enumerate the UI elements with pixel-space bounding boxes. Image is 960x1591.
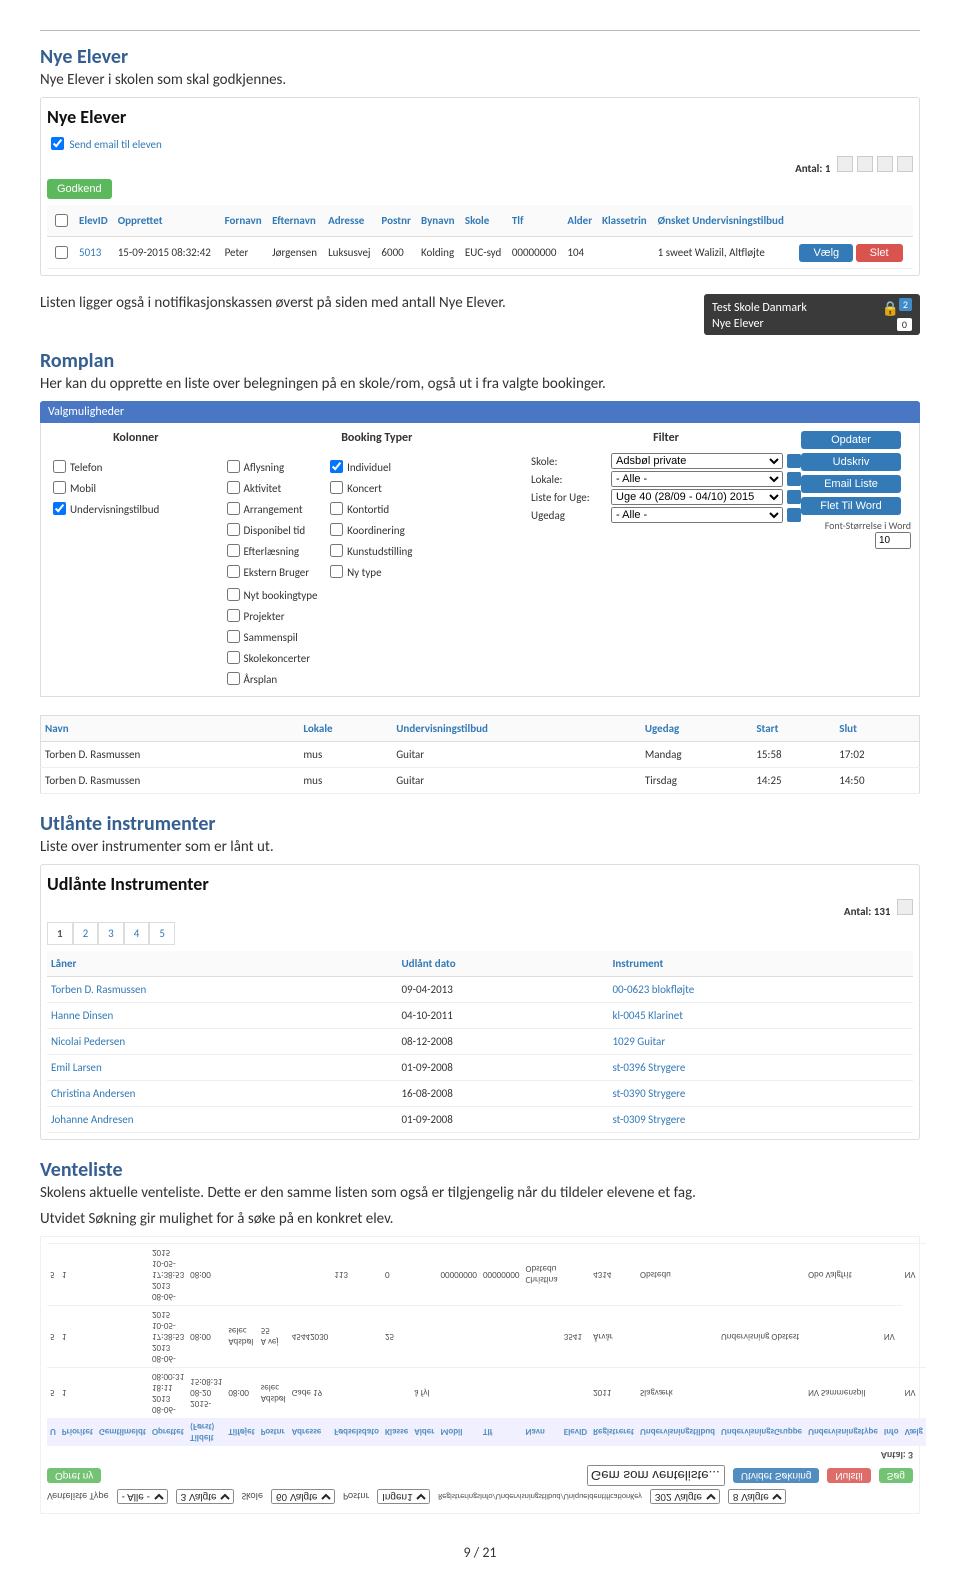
toolbar-icons[interactable] (833, 162, 913, 175)
utl-antal-val: 131 (874, 905, 891, 918)
filter-uge-label: Liste for Uge: (531, 491, 611, 504)
filter-lokale-select[interactable]: - Alle - (611, 471, 783, 487)
heading-romplan: Romplan (40, 349, 920, 373)
panel-title-nye-elever: Nye Elever (47, 106, 913, 128)
text-venteliste2: Utvidet Søkning gir mulighet for å søke … (40, 1210, 920, 1228)
flip-select[interactable]: - Alle - (117, 1489, 168, 1504)
print-icon[interactable] (893, 905, 913, 918)
pager[interactable]: 12345 (47, 922, 913, 945)
text-romplan: Her kan du opprette en liste over belegn… (40, 375, 920, 393)
font-size-input[interactable] (875, 532, 911, 549)
page-2[interactable]: 2 (73, 922, 99, 945)
checkbox-Nyt bookingtype[interactable]: Nyt bookingtype (223, 583, 318, 602)
filter-icon[interactable] (787, 508, 801, 522)
checkbox-Koordinering[interactable]: Koordinering (326, 518, 412, 537)
checkbox-Aktivitet[interactable]: Aktivitet (223, 476, 310, 495)
notif-count: 0 (897, 318, 912, 331)
flip-lbl: Skole (242, 1490, 263, 1503)
filter-ugedag-select[interactable]: - Alle - (611, 507, 783, 523)
flip-select[interactable]: 60 Valgte (271, 1489, 335, 1504)
filter-ugedag-label: Ugedag (531, 509, 611, 522)
table-udlante: LånerUdlånt datoInstrument Torben D. Ras… (47, 951, 913, 1133)
flip-lbl: Venteliste Type (47, 1490, 109, 1503)
notif-school: Test Skole Danmark (712, 301, 807, 315)
checkbox-Ny type[interactable]: Ny type (326, 560, 412, 579)
opdater-button[interactable]: Opdater (801, 431, 901, 449)
panel-title-udlante: Udlånte Instrumenter (47, 873, 913, 895)
page-1[interactable]: 1 (47, 922, 73, 945)
flip-select[interactable]: 8 Valgte (728, 1489, 786, 1504)
checkbox-Projekter[interactable]: Projekter (223, 604, 318, 623)
checkbox-Kunstudstilling[interactable]: Kunstudstilling (326, 539, 412, 558)
venteliste-screenshot-flipped: Venteliste Type - Alle - 3 Valgte Skole … (40, 1236, 920, 1514)
valg-header: Valgmuligheder (40, 401, 920, 423)
heading-nye-elever: Nye Elever (40, 45, 920, 69)
flip-select[interactable]: Ingen1 (377, 1489, 430, 1504)
table-romplan: NavnLokaleUndervisningstilbudUgedagStart… (40, 715, 920, 794)
email-liste-button[interactable]: Email Liste (801, 475, 901, 493)
notification-widget: Test Skole Danmark 🔒2 Nye Elever 0 (704, 294, 920, 335)
heading-utlante: Utlånte instrumenter (40, 812, 920, 836)
filter-icon[interactable] (787, 490, 801, 504)
col-filter: Filter (531, 431, 801, 445)
table-nye-elever: ElevIDOpprettetFornavnEfternavnAdressePo… (47, 205, 913, 269)
filter-skole-select[interactable]: Adsbøl private (611, 453, 783, 469)
checkbox-Efterlæsning[interactable]: Efterlæsning (223, 539, 310, 558)
flip-lbl: RegistreringsInfo/Undervisningstilbud/Un… (438, 1492, 642, 1502)
notif-badge: 2 (899, 298, 912, 311)
flip-lbl: Postnr (343, 1490, 369, 1503)
filter-icon[interactable] (787, 454, 801, 468)
flip-select[interactable]: 3 Valgte (176, 1489, 234, 1504)
font-note: Font-Størrelse i Word (801, 519, 911, 532)
antal-label: Antal: (795, 162, 822, 175)
checkbox-Kontortid[interactable]: Kontortid (326, 497, 412, 516)
checkbox-Ekstern Bruger[interactable]: Ekstern Bruger (223, 560, 310, 579)
page-4[interactable]: 4 (124, 922, 150, 945)
checkbox-Arrangement[interactable]: Arrangement (223, 497, 310, 516)
godkend-button[interactable]: Godkend (47, 179, 112, 199)
table-venteliste: UPrioritetGemtilmeldtOprettetTildelt (Fø… (47, 1243, 926, 1446)
lock-icon[interactable]: 🔒 (881, 300, 898, 317)
checkbox-Årsplan[interactable]: Årsplan (223, 667, 318, 686)
udskriv-button[interactable]: Udskriv (801, 453, 901, 471)
notif-label: Nye Elever (712, 317, 764, 331)
checkbox-Aflysning[interactable]: Aflysning (223, 455, 310, 474)
send-email-label: Send email til eleven (70, 138, 162, 151)
checkbox-Disponibel tid[interactable]: Disponibel tid (223, 518, 310, 537)
flip-sog-button[interactable]: Søg (879, 1468, 913, 1483)
checkbox-Individuel[interactable]: Individuel (326, 455, 412, 474)
text-nye-elever: Nye Elever i skolen som skal godkjennes. (40, 71, 920, 89)
vaelg-button[interactable]: Vælg (799, 244, 853, 262)
page-number: 9 / 21 (40, 1544, 920, 1561)
flip-gemsom-input[interactable] (587, 1465, 725, 1486)
checkbox-send-email[interactable]: Send email til eleven (47, 138, 162, 151)
heading-venteliste: Venteliste (40, 1158, 920, 1182)
page-5[interactable]: 5 (149, 922, 175, 945)
flet-word-button[interactable]: Flet Til Word (801, 497, 901, 515)
filter-lokale-label: Lokale: (531, 473, 611, 486)
text-utlante: Liste over instrumenter som er lånt ut. (40, 838, 920, 856)
slet-button[interactable]: Slet (856, 244, 903, 262)
filter-icon[interactable] (787, 472, 801, 486)
checkbox-Koncert[interactable]: Koncert (326, 476, 412, 495)
checkbox-Mobil[interactable]: Mobil (49, 476, 159, 495)
checkbox-Telefon[interactable]: Telefon (49, 455, 159, 474)
flip-select[interactable]: 302 Valgte (650, 1489, 720, 1504)
flip-nulstil-button[interactable]: Nulstil (827, 1468, 870, 1483)
flip-antal: Antal: 3 (881, 1449, 913, 1462)
checkbox-Skolekoncerter[interactable]: Skolekoncerter (223, 646, 318, 665)
flip-opret-button[interactable]: Opret ny (47, 1468, 101, 1483)
col-kolonner: Kolonner (49, 431, 223, 445)
utl-antal-lbl: Antal: (844, 905, 871, 918)
antal-value: 1 (825, 162, 831, 175)
filter-uge-select[interactable]: Uge 40 (28/09 - 04/10) 2015 (611, 489, 783, 505)
filter-skole-label: Skole: (531, 455, 611, 468)
col-booking: Booking Typer (223, 431, 532, 445)
checkbox-Sammenspil[interactable]: Sammenspil (223, 625, 318, 644)
checkbox-Undervisningstilbud[interactable]: Undervisningstilbud (49, 497, 159, 516)
page-3[interactable]: 3 (98, 922, 124, 945)
flip-udv-button[interactable]: Utvidet Søkning (733, 1468, 820, 1483)
text-venteliste1: Skolens aktuelle venteliste. Dette er de… (40, 1184, 920, 1202)
